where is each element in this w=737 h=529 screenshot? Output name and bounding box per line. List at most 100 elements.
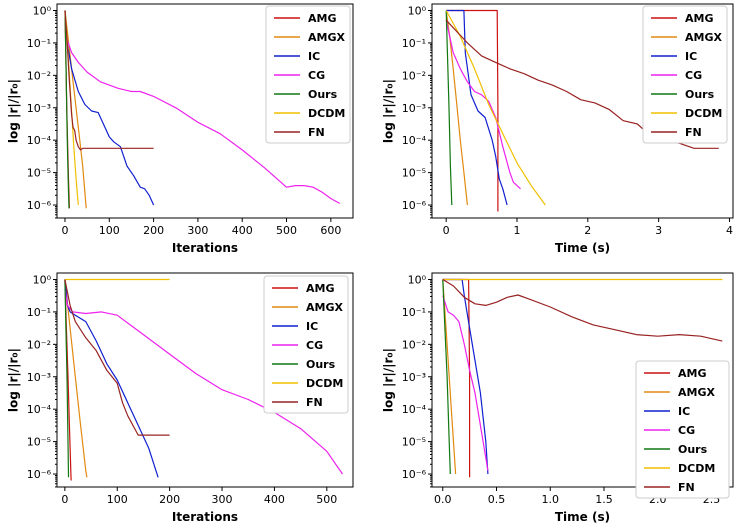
legend-label-fn: FN [306, 396, 323, 409]
x-tick-label: 400 [264, 493, 285, 506]
chart-panel-3: 10⁰ 10⁻¹ 10⁻² 10⁻³ 10⁻⁴ 10⁻⁵ 10⁻⁶ 0 100 200 300 400… [7, 272, 354, 524]
y-axis-label: log |r|/|r₀| [382, 348, 396, 412]
x-tick-label: 1.5 [595, 493, 613, 506]
series-group [442, 278, 723, 478]
series-line-cg [445, 20, 521, 190]
legend-label-cg: CG [685, 69, 702, 82]
x-axis-label: Iterations [172, 510, 238, 524]
x-tick-label: 200 [159, 493, 180, 506]
series-line-cg [442, 295, 489, 471]
x-tick-label: 1 [513, 224, 520, 237]
y-tick-label: 10⁻³ [402, 102, 426, 115]
legend-label-fn: FN [678, 481, 695, 494]
y-tick-label: 10⁻¹ [27, 306, 51, 319]
legend-label-ours: Ours [678, 443, 708, 456]
legend-label-amg: AMG [685, 12, 714, 25]
legend-box [635, 360, 730, 499]
x-axis-label: Time (s) [555, 241, 610, 255]
x-tick-label: 0.5 [488, 493, 506, 506]
chart-panel-1: 10⁰ 10⁻¹ 10⁻² 10⁻³ 10⁻⁴ 10⁻⁵ 10⁻⁶ 0 100 200 300 400… [7, 3, 354, 255]
legend-label-fn: FN [308, 126, 325, 139]
series-group [64, 10, 340, 209]
legend-label-dcdm: DCDM [306, 377, 343, 390]
series-line-ic [442, 278, 489, 475]
legend-label-cg: CG [308, 69, 325, 82]
legend-label-ic: IC [306, 320, 318, 333]
x-tick-label: 600 [320, 224, 341, 237]
legend: AMG AMGX IC CG Ours DCDM FN [635, 360, 730, 499]
y-tick-label: 10⁻² [27, 338, 51, 351]
legend: AMG AMGX IC CG Ours DCDM FN [265, 5, 351, 144]
y-tick-label: 10⁻⁶ [27, 468, 52, 481]
legend-label-ours: Ours [685, 88, 715, 101]
series-line-cg [64, 28, 340, 204]
x-tick-label: 4 [726, 224, 733, 237]
x-tick-label: 0 [61, 224, 68, 237]
x-tick-label: 0 [443, 224, 450, 237]
legend-label-cg: CG [678, 424, 695, 437]
y-tick-label: 10⁰ [408, 273, 427, 286]
legend-label-fn: FN [685, 126, 702, 139]
series-line-ic [446, 9, 508, 206]
y-tick-label: 10⁻⁶ [27, 199, 52, 212]
legend-label-ic: IC [685, 50, 697, 63]
y-axis-label: log |r|/|r₀| [7, 79, 21, 143]
legend-box [265, 5, 351, 144]
x-tick-label: 500 [316, 493, 337, 506]
legend-label-amg: AMG [678, 367, 707, 380]
x-axis-label: Time (s) [555, 510, 610, 524]
legend-box [642, 5, 728, 144]
y-tick-label: 10⁻⁶ [402, 468, 427, 481]
legend-label-dcdm: DCDM [308, 107, 345, 120]
series-line-ic [64, 10, 155, 206]
x-tick-label: 0.0 [434, 493, 452, 506]
legend-label-amg: AMG [306, 282, 335, 295]
series-line-amgx [64, 10, 87, 209]
x-tick-label: 300 [187, 224, 208, 237]
legend-label-amgx: AMGX [308, 31, 345, 44]
legend-label-ours: Ours [308, 88, 338, 101]
series-line-fn [442, 278, 723, 342]
series-line-amgx [442, 279, 457, 475]
legend-label-amgx: AMGX [678, 386, 715, 399]
y-tick-label: 10⁻⁴ [27, 403, 52, 416]
y-tick-label: 10⁻¹ [27, 37, 51, 50]
series-line-amg [446, 9, 499, 212]
y-tick-label: 10⁻² [402, 69, 426, 82]
legend-label-ours: Ours [306, 358, 336, 371]
y-tick-label: 10⁻⁴ [27, 134, 52, 147]
legend-label-dcdm: DCDM [678, 462, 715, 475]
series-line-dcdm [445, 10, 546, 206]
series-line-ours [64, 10, 70, 209]
legend: AMG AMGX IC CG Ours DCDM FN [263, 275, 349, 414]
y-tick-label: 10⁻¹ [402, 37, 426, 50]
y-tick-label: 10⁻² [402, 338, 426, 351]
x-tick-label: 0 [61, 493, 68, 506]
series-group [445, 9, 719, 212]
x-tick-label: 500 [276, 224, 297, 237]
series-group [64, 278, 343, 481]
x-tick-label: 400 [232, 224, 253, 237]
x-tick-label: 200 [143, 224, 164, 237]
y-tick-label: 10⁻³ [402, 371, 426, 384]
y-axis-label: log |r|/|r₀| [7, 348, 21, 412]
y-tick-label: 10⁻³ [27, 371, 51, 384]
series-line-amgx [64, 279, 88, 478]
legend: AMG AMGX IC CG Ours DCDM FN [642, 5, 728, 144]
y-axis-label: log |r|/|r₀| [382, 79, 396, 143]
chart-panel-2: 10⁰ 10⁻¹ 10⁻² 10⁻³ 10⁻⁴ 10⁻⁵ 10⁻⁶ 0 1 2 3 4 Time (s)… [382, 3, 734, 255]
x-tick-label: 2 [584, 224, 591, 237]
y-tick-label: 10⁻⁴ [402, 134, 427, 147]
legend-label-ic: IC [308, 50, 320, 63]
series-line-ours [64, 279, 70, 478]
series-line-fn [64, 10, 154, 151]
y-tick-label: 10⁻⁵ [27, 167, 51, 180]
series-line-cg [64, 289, 343, 475]
y-tick-label: 10⁻⁵ [27, 436, 51, 449]
legend-label-amgx: AMGX [306, 301, 343, 314]
x-tick-label: 100 [99, 224, 120, 237]
y-tick-label: 10⁻⁵ [402, 167, 426, 180]
y-tick-label: 10⁻⁵ [402, 436, 426, 449]
legend-label-amgx: AMGX [685, 31, 722, 44]
